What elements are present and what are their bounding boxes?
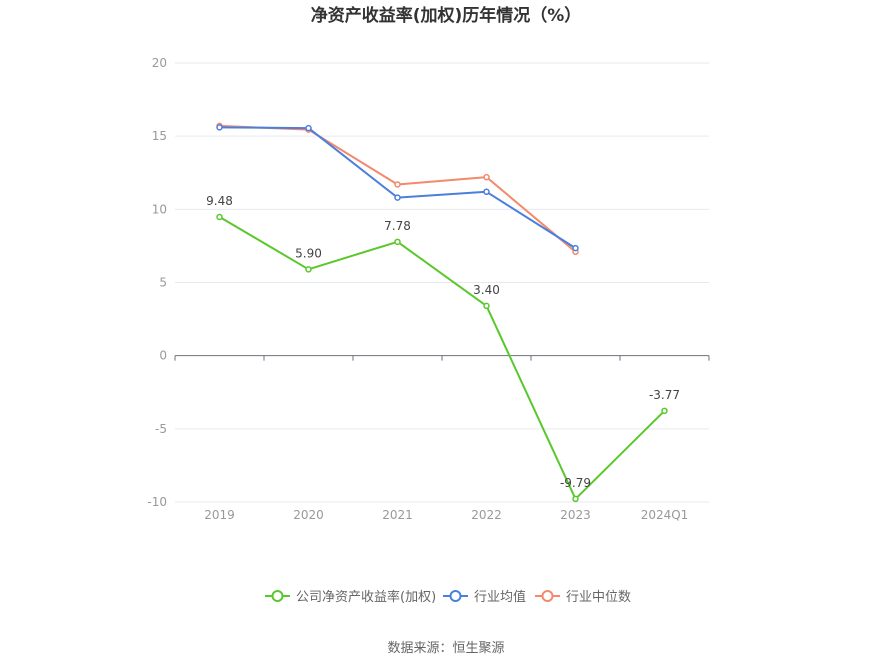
- data-labels: 9.48 5.90 7.78 3.40 -9.79 -3.77: [206, 194, 680, 490]
- series-point[interactable]: [394, 238, 401, 246]
- series-point[interactable]: [483, 173, 490, 181]
- series-point[interactable]: [216, 213, 223, 221]
- y-tick-label: 15: [152, 129, 167, 143]
- data-label: 5.90: [295, 246, 322, 260]
- x-tick-label: 2024Q1: [641, 508, 689, 522]
- x-tick-label: 2019: [204, 508, 235, 522]
- series-group: [216, 122, 668, 503]
- y-tick-label: 5: [159, 276, 167, 290]
- data-label: 3.40: [473, 283, 500, 297]
- legend-marker: [271, 590, 284, 602]
- legend-label: 行业均值: [474, 589, 526, 605]
- data-label: -9.79: [560, 476, 591, 490]
- data-label: 9.48: [206, 194, 233, 208]
- x-tick-label: 2020: [293, 508, 324, 522]
- grid-lines: [175, 62, 709, 503]
- series-point[interactable]: [661, 407, 668, 415]
- chart-title: 净资产收益率(加权)历年情况（%）: [311, 5, 582, 26]
- series-line-0: [218, 216, 666, 500]
- x-tick-label: 2022: [471, 508, 502, 522]
- legend-item-0[interactable]: 公司净资产收益率(加权): [265, 589, 436, 605]
- y-tick-label: 20: [152, 56, 167, 70]
- legend-item-2[interactable]: 行业中位数: [535, 590, 631, 605]
- series-point[interactable]: [305, 266, 312, 273]
- series-point[interactable]: [394, 181, 401, 188]
- series-point[interactable]: [572, 495, 579, 503]
- legend-marker: [541, 590, 554, 602]
- legend[interactable]: 公司净资产收益率(加权) 行业均值 行业中位数: [265, 589, 631, 605]
- series-point[interactable]: [394, 194, 401, 201]
- y-axis: 20 15 10 5 0 -5 -10: [147, 56, 167, 509]
- data-label: -3.77: [649, 388, 680, 402]
- y-tick-label: -10: [147, 495, 167, 509]
- y-tick-label: 0: [159, 349, 167, 363]
- legend-label: 公司净资产收益率(加权): [296, 589, 436, 605]
- series-line-2: [219, 124, 577, 253]
- series-point[interactable]: [216, 124, 223, 131]
- legend-marker: [449, 590, 462, 602]
- legend-item-1[interactable]: 行业均值: [443, 589, 526, 605]
- series-point[interactable]: [483, 188, 490, 196]
- series-point[interactable]: [572, 244, 579, 252]
- series-point[interactable]: [305, 124, 312, 132]
- y-tick-label: -5: [155, 422, 167, 436]
- series-point[interactable]: [483, 302, 490, 310]
- x-tick-label: 2023: [560, 508, 591, 522]
- x-axis: 2019 2020 2021 2022 2023 2024Q1: [174, 355, 710, 522]
- data-label: 7.78: [384, 219, 411, 233]
- y-tick-label: 10: [152, 202, 167, 216]
- legend-label: 行业中位数: [566, 590, 631, 605]
- source-text: 数据来源：恒生聚源: [387, 641, 504, 656]
- x-tick-label: 2021: [382, 508, 413, 522]
